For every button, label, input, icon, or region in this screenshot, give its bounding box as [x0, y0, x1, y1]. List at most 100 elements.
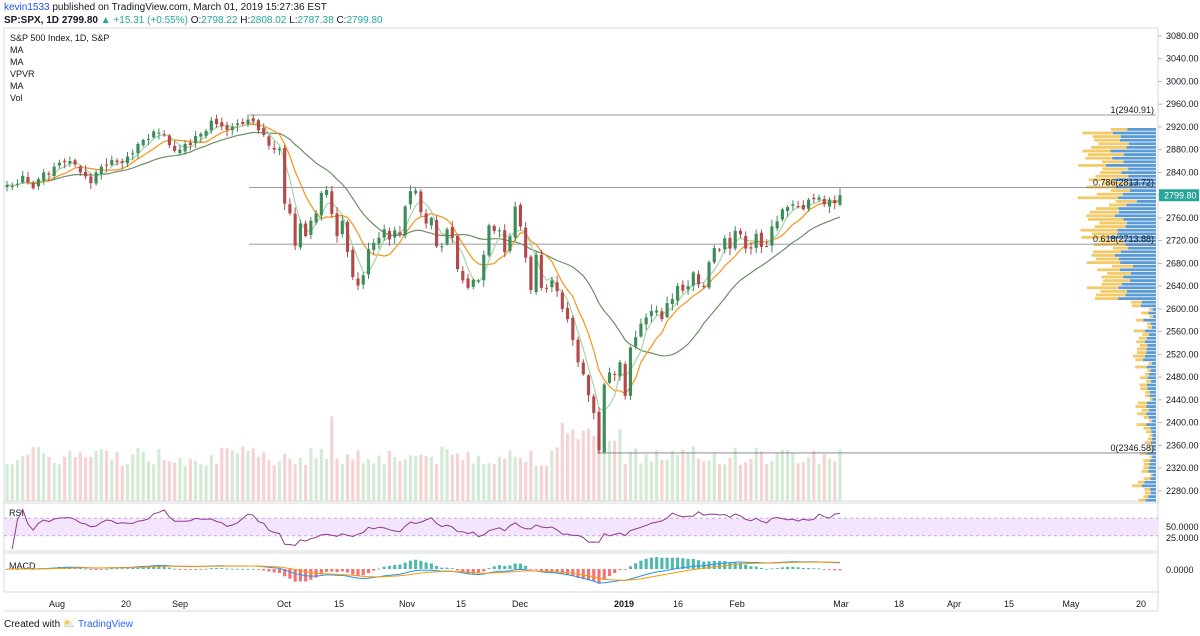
macd-histogram-bar: [702, 561, 706, 569]
vpvr-bar-outer: [1136, 340, 1145, 344]
macd-histogram-bar: [639, 560, 643, 569]
author-link[interactable]: kevin1533: [4, 2, 50, 13]
vpvr-bar-outer: [1098, 142, 1129, 146]
vpvr-bar-core: [1151, 326, 1156, 329]
macd-histogram-bar: [99, 569, 103, 570]
candle-body: [639, 323, 643, 337]
vpvr-bar-outer: [1086, 286, 1119, 290]
vpvr-bar-outer: [1143, 416, 1149, 419]
candle-body: [827, 199, 832, 207]
legend-item-ma-3[interactable]: MA: [10, 81, 24, 91]
macd-histogram-bar: [241, 568, 245, 570]
volume-bar: [68, 450, 72, 501]
macd-histogram-bar: [435, 565, 439, 569]
volume-bar: [340, 464, 344, 501]
volume-bar: [141, 451, 145, 501]
volume-bar: [670, 450, 674, 501]
candle-body: [173, 146, 177, 151]
macd-histogram-bar: [676, 557, 680, 569]
macd-histogram-bar: [204, 568, 208, 570]
vpvr-bar-outer: [1141, 470, 1149, 473]
vpvr-bar-outer: [1115, 200, 1137, 203]
tradingview-brand[interactable]: TradingView: [77, 619, 134, 630]
candle-body: [545, 287, 549, 289]
macd-histogram-bar: [78, 567, 82, 569]
candle-body: [319, 192, 323, 216]
candle-body: [618, 362, 622, 377]
vpvr-bar-outer: [1144, 488, 1151, 491]
candle-body: [586, 375, 591, 396]
time-tick-label: Oct: [277, 599, 292, 609]
vpvr-bar-outer: [1136, 351, 1147, 354]
vpvr-bar-outer: [1135, 358, 1143, 362]
candle-body: [314, 213, 318, 223]
price-tick-label: 2600.00: [1166, 304, 1199, 314]
vpvr-bar-core: [1129, 189, 1156, 192]
candle-body: [702, 285, 706, 287]
legend-item-vpvr[interactable]: VPVR: [10, 69, 35, 79]
volume-bar: [178, 457, 182, 501]
macd-histogram-bar: [806, 567, 811, 569]
vpvr-bar-core: [1150, 380, 1156, 383]
macd-histogram-bar: [220, 568, 224, 569]
vpvr-bar-outer: [1101, 275, 1124, 279]
candle-body: [796, 206, 800, 208]
vpvr-bar-core: [1151, 430, 1156, 434]
macd-label: MACD: [9, 561, 36, 571]
macd-histogram-bar: [246, 568, 250, 570]
price-axis[interactable]: 3080.00 3040.00 3000.00 2960.00 2920.00 2880.…: [1158, 31, 1199, 496]
legend-item-ma-1[interactable]: MA: [10, 45, 24, 55]
candle-body: [382, 229, 386, 238]
price-tick-label: 2320.00: [1166, 463, 1199, 473]
volume-bar: [366, 459, 371, 501]
vpvr-bar-outer: [1149, 398, 1153, 401]
vpvr-bar-core: [1123, 160, 1156, 164]
volume-bar: [576, 439, 580, 501]
legend-item-ma-2[interactable]: MA: [10, 57, 24, 67]
macd-histogram-bar: [288, 569, 292, 579]
vpvr-bar-core: [1147, 401, 1156, 405]
candle-body: [272, 147, 276, 150]
vpvr-bar-core: [1152, 419, 1156, 423]
time-axis[interactable]: Aug 20 Sep Oct 15 Nov 15 Dec 2019 16 Feb Mar 18 Apr 15…: [49, 599, 1146, 609]
candle-body: [283, 148, 287, 204]
volume-bar: [634, 448, 638, 501]
volume-bar: [199, 464, 203, 501]
vpvr-bar-core: [1149, 372, 1156, 376]
volume-bar: [586, 428, 591, 501]
candle-body: [576, 339, 580, 363]
volume-bar: [125, 464, 130, 501]
time-tick-label: Apr: [947, 599, 961, 609]
volume-bar: [351, 459, 355, 501]
macd-signal-line: [7, 561, 841, 581]
candle-body: [246, 119, 250, 124]
candle-body: [644, 317, 648, 325]
volume-bar: [681, 449, 685, 501]
vpvr-bar-core: [1128, 167, 1156, 171]
tradingview-logo-icon[interactable]: ⛅: [62, 619, 76, 630]
vpvr-bar-outer: [1088, 178, 1115, 182]
candle-body: [52, 166, 56, 176]
candle-body: [42, 172, 46, 181]
candle-body: [623, 364, 627, 396]
volume-bar: [775, 452, 779, 501]
vpvr-bar-outer: [1102, 182, 1129, 185]
macd-histogram-bar: [613, 569, 617, 574]
vpvr-bar-outer: [1139, 344, 1148, 347]
vpvr-bar-core: [1117, 228, 1156, 232]
legend-item-vol[interactable]: Vol: [10, 93, 23, 103]
candle-body: [157, 132, 161, 134]
vpvr-bar-core: [1146, 405, 1156, 408]
vpvr-bar-core: [1148, 466, 1156, 470]
candle-body: [414, 190, 418, 194]
fib-levels: 1(2940.91) 0.786(2813.72) 0.618(2713.88) 0(…: [249, 105, 1156, 454]
macd-histogram-bar: [330, 569, 334, 572]
macd-histogram-bar: [351, 569, 355, 575]
macd-histogram-bar: [110, 568, 114, 570]
volume-bar: [822, 454, 826, 501]
candle-body: [524, 227, 528, 258]
vpvr-bar-core: [1146, 347, 1156, 351]
macd-histogram-bar: [188, 569, 192, 570]
close-value: 2799.80: [346, 15, 383, 26]
